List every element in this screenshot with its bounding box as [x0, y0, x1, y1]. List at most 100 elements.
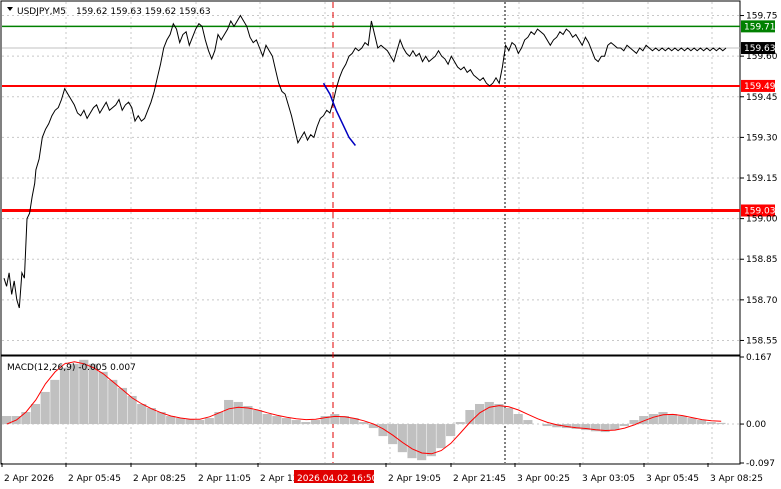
macd-histogram-bar [50, 379, 60, 425]
macd-histogram-bar [484, 401, 494, 425]
macd-histogram-bar [668, 414, 678, 425]
macd-histogram-bar [59, 367, 70, 425]
x-highlight-tag [294, 470, 374, 483]
macd-histogram-bar [465, 410, 475, 425]
macd-histogram-bar [310, 420, 321, 425]
macd-histogram-bar [455, 422, 465, 425]
x-tick-label: 3 Apr 00:25 [517, 474, 570, 484]
macd-histogram-bar [648, 414, 658, 425]
y-tick-label: 158.85 [746, 255, 778, 265]
macd-histogram-bar [330, 414, 340, 425]
macd-histogram-bar [542, 424, 552, 427]
y-tick-label: 158.55 [746, 336, 778, 346]
macd-histogram-bar [417, 424, 427, 461]
macd-y-tick-label: 0.00 [746, 420, 766, 430]
price-axis: 159.75 159.60 159.45 159.30 159.15 159.00 158.… [740, 12, 778, 469]
x-tick-label: 2 Apr 19:05 [388, 474, 441, 484]
macd-histogram-bar [2, 416, 12, 425]
macd-histogram-bar [619, 424, 629, 427]
chart-header-ohlc: 159.62 159.63 159.62 159.63 [76, 7, 211, 17]
macd-histogram-bar [185, 419, 195, 425]
macd-histogram-bar [600, 424, 610, 433]
macd-histogram-bar [503, 407, 514, 425]
macd-histogram-bar [156, 412, 166, 425]
macd-histogram-bar [426, 424, 436, 457]
macd-histogram-bar [195, 420, 205, 425]
macd-signal-line [6, 361, 722, 455]
macd-histogram-bar [79, 359, 89, 425]
macd-histogram-bar [146, 407, 156, 425]
macd-histogram-bar [98, 371, 108, 425]
macd-histogram-bar [629, 420, 639, 425]
blue-trend-segment [322, 82, 356, 146]
macd-histogram-bar [397, 424, 407, 453]
red-upper-level-line-tag-label: 159.49 [744, 82, 776, 92]
macd-histogram-bar [301, 422, 311, 425]
macd-histogram-bar [262, 414, 272, 425]
y-tick-label: 159.15 [746, 174, 778, 184]
macd-histogram-bar [204, 418, 214, 425]
main-panel-frame [0, 0, 741, 356]
macd-histogram-bar [658, 412, 668, 425]
x-tick-label: 2 Apr 2026 [4, 474, 54, 484]
macd-histogram-bar [523, 420, 533, 425]
x-tick-label: 3 Apr 03:05 [582, 474, 635, 484]
price-series [3, 14, 727, 309]
macd-histogram-bar [339, 416, 350, 425]
macd-histogram-bar [224, 399, 234, 425]
red-upper-level-line-tag [741, 79, 775, 92]
x-tick-label: 2 Apr 21:45 [453, 474, 506, 484]
macd-histogram-bar [272, 416, 282, 425]
macd-histogram-bar [581, 424, 591, 431]
macd-histogram-bar [513, 414, 523, 425]
red-lower-level-line-tag-label: 159.03 [744, 206, 776, 216]
y-tick-label: 159.00 [746, 215, 778, 225]
current-price-tag-label: 159.63 [744, 44, 776, 54]
y-tick-label: 159.75 [746, 12, 778, 22]
x-tick-label: 2 Apr 05:45 [68, 474, 121, 484]
macd-y-tick-label: -0.097 [746, 459, 775, 469]
current-price-tag [741, 42, 775, 55]
time-axis: 2 Apr 2026 2 Apr 05:45 2 Apr 08:25 2 Apr 11… [1, 463, 763, 484]
y-tick-label: 159.60 [746, 52, 778, 62]
x-tick-label: 3 Apr 05:45 [646, 474, 699, 484]
macd-histogram-bar [687, 418, 697, 425]
macd-series [2, 359, 726, 461]
macd-histogram-bar [40, 391, 50, 425]
macd-histogram-bar [436, 424, 446, 449]
macd-y-tick-label: 0.167 [746, 353, 772, 363]
x-tick-label: 2 Apr 13:45 [260, 474, 313, 484]
macd-histogram-bar [378, 424, 388, 437]
macd-histogram-bar [117, 387, 127, 425]
macd-histogram-bar [349, 418, 359, 425]
macd-histogram-bar [677, 416, 687, 425]
macd-histogram-bar [281, 418, 292, 425]
macd-histogram-bar [552, 424, 562, 428]
macd-histogram-bar [243, 405, 253, 425]
y-tick-label: 159.30 [746, 133, 778, 143]
macd-histogram-bar [446, 424, 456, 437]
macd-histogram-bar [407, 424, 417, 459]
x-highlight-tag-label: 2026.04.02 16:50 [297, 474, 378, 484]
macd-histogram-bar [166, 416, 176, 425]
x-tick-label: 3 Apr 08:25 [710, 474, 763, 484]
macd-histogram-bar [127, 395, 137, 425]
dropdown-triangle-icon[interactable] [7, 7, 13, 11]
macd-histogram-bar [214, 412, 224, 425]
green-level-line-tag-label: 159.71 [744, 22, 776, 32]
chart-header-symbol: USDJPY,M5 [17, 7, 66, 17]
macd-histogram-bar [571, 424, 581, 429]
macd-histogram-bar [388, 424, 398, 445]
macd-histogram-bar [494, 403, 504, 425]
macd-histogram-bar [368, 424, 378, 429]
macd-histogram-bar [252, 410, 263, 425]
macd-label: MACD(12,26,9) -0.005 0.007 [7, 363, 136, 373]
macd-histogram-bar [716, 422, 726, 425]
macd-histogram-bar [69, 363, 79, 425]
y-tick-label: 159.45 [746, 93, 778, 103]
y-tick-label: 158.70 [746, 296, 778, 306]
macd-histogram-bar [175, 418, 185, 425]
macd-histogram-bar [88, 363, 99, 425]
macd-histogram-bar [706, 422, 716, 425]
